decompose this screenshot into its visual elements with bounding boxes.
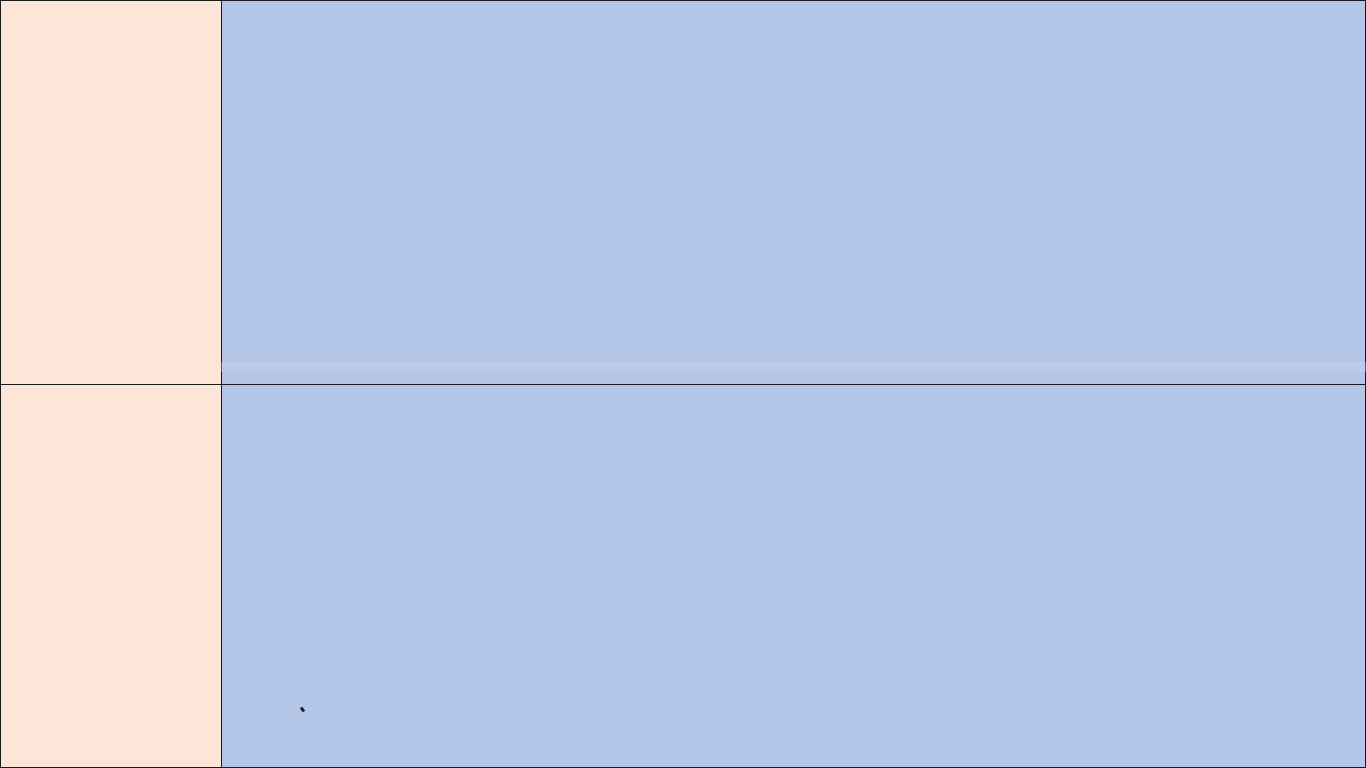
bottom-side-panel[interactable] [0,384,221,768]
bottom-main-panel[interactable] [221,384,1366,768]
top-row [0,0,1366,384]
bottom-row [0,384,1366,768]
top-side-panel[interactable] [0,0,221,384]
top-main-panel[interactable] [221,0,1366,384]
panel-divider-highlight [221,362,1366,372]
